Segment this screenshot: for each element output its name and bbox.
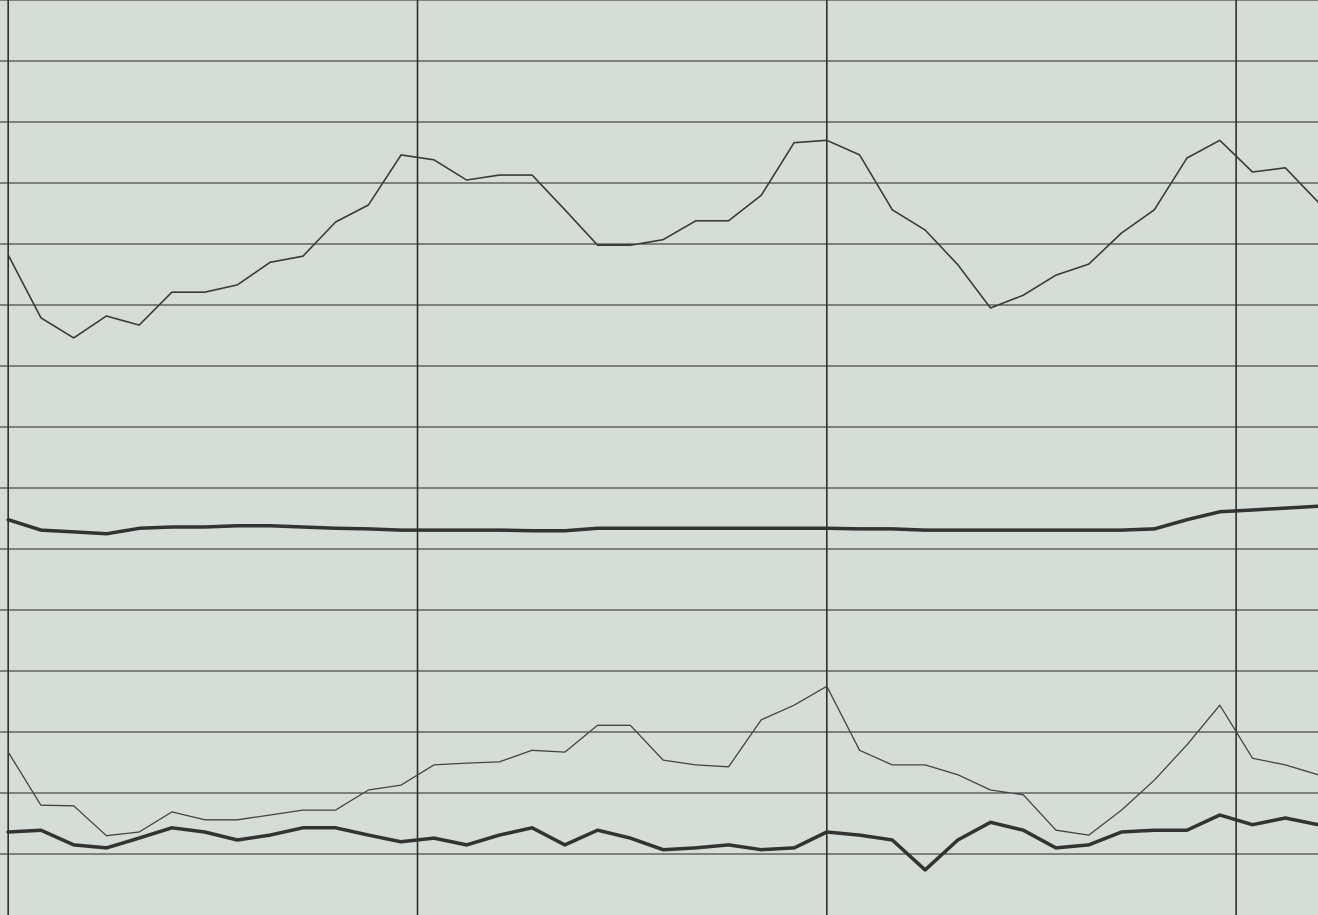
data-line: [6, 813, 1318, 872]
data-line: [7, 685, 1318, 837]
data-line: [7, 139, 1318, 339]
data-line: [6, 504, 1318, 536]
